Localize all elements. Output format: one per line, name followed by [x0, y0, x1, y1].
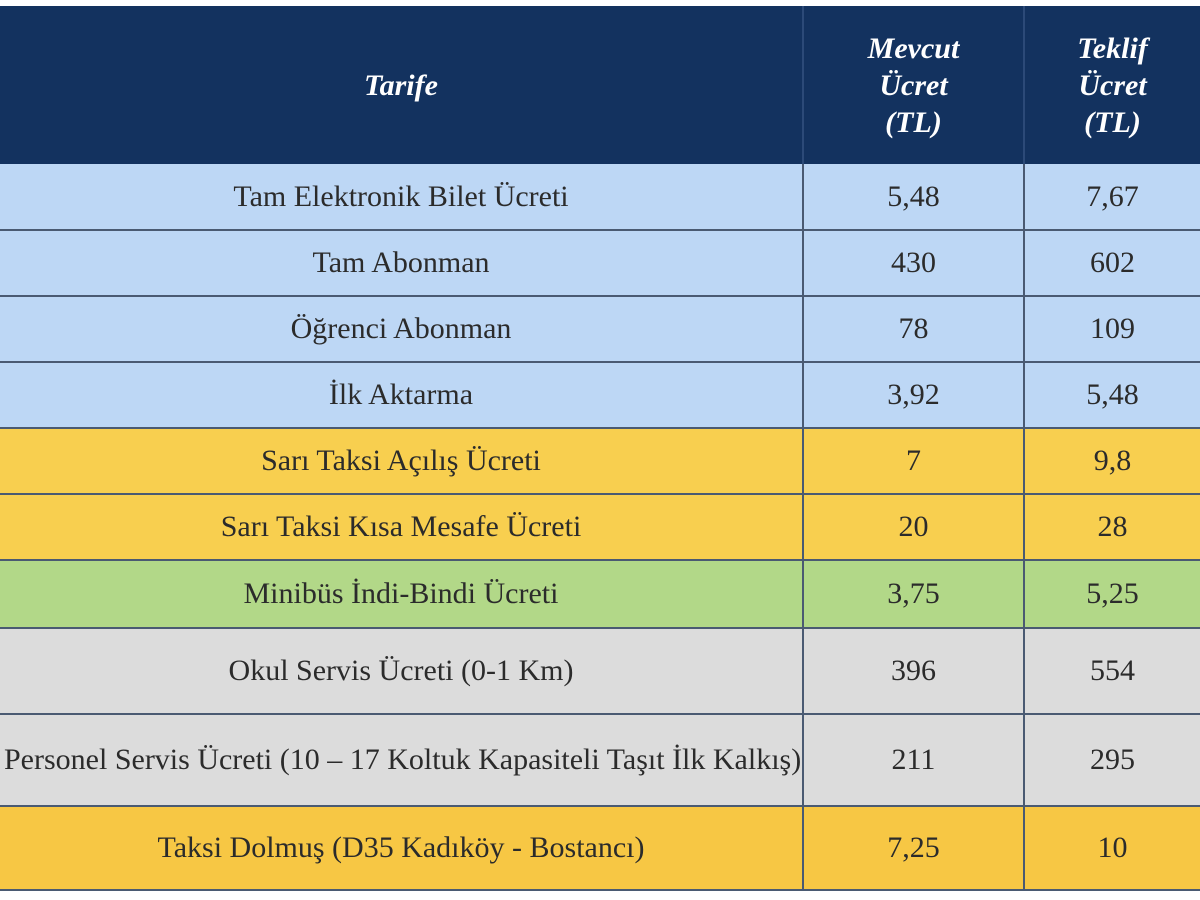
tariff-table: Tarife Mevcut Ücret (TL) Teklif Ücret (T… — [0, 6, 1200, 891]
current-fee-cell: 396 — [803, 628, 1025, 715]
proposed-fee-cell: 28 — [1024, 494, 1200, 561]
proposed-fee-cell: 295 — [1024, 714, 1200, 807]
header-proposed-fee-line3: (TL) — [1084, 105, 1141, 139]
header-tariff-label: Tarife — [364, 68, 438, 102]
proposed-fee-cell: 5,25 — [1024, 560, 1200, 629]
table-row: Okul Servis Ücreti (0-1 Km) 396 554 — [0, 628, 1200, 715]
header-proposed-fee: Teklif Ücret (TL) — [1024, 6, 1200, 164]
header-tariff: Tarife — [0, 6, 804, 164]
tariff-name-cell: Taksi Dolmuş (D35 Kadıköy - Bostancı) — [0, 806, 804, 891]
table-row: Taksi Dolmuş (D35 Kadıköy - Bostancı) 7,… — [0, 806, 1200, 891]
current-fee-cell: 211 — [803, 714, 1025, 807]
table-row: Tam Abonman 430 602 — [0, 230, 1200, 297]
table-row: Minibüs İndi-Bindi Ücreti 3,75 5,25 — [0, 560, 1200, 629]
tariff-name-cell: Tam Abonman — [0, 230, 804, 297]
tariff-name-cell: Okul Servis Ücreti (0-1 Km) — [0, 628, 804, 715]
current-fee-cell: 430 — [803, 230, 1025, 297]
current-fee-cell: 7 — [803, 428, 1025, 495]
proposed-fee-cell: 7,67 — [1024, 164, 1200, 231]
current-fee-cell: 5,48 — [803, 164, 1025, 231]
tariff-name-cell: Personel Servis Ücreti (10 – 17 Koltuk K… — [0, 714, 804, 807]
proposed-fee-cell: 554 — [1024, 628, 1200, 715]
proposed-fee-cell: 10 — [1024, 806, 1200, 891]
header-current-fee-line3: (TL) — [885, 105, 942, 139]
header-current-fee-line1: Mevcut — [867, 31, 960, 65]
tariff-name-cell: Sarı Taksi Açılış Ücreti — [0, 428, 804, 495]
header-current-fee: Mevcut Ücret (TL) — [803, 6, 1025, 164]
tariff-name-cell: İlk Aktarma — [0, 362, 804, 429]
current-fee-cell: 7,25 — [803, 806, 1025, 891]
tariff-name-cell: Minibüs İndi-Bindi Ücreti — [0, 560, 804, 629]
table-row: İlk Aktarma 3,92 5,48 — [0, 362, 1200, 429]
table-row: Öğrenci Abonman 78 109 — [0, 296, 1200, 363]
current-fee-cell: 78 — [803, 296, 1025, 363]
proposed-fee-cell: 109 — [1024, 296, 1200, 363]
table-row: Personel Servis Ücreti (10 – 17 Koltuk K… — [0, 714, 1200, 807]
header-current-fee-line2: Ücret — [879, 68, 948, 102]
current-fee-cell: 3,75 — [803, 560, 1025, 629]
tariff-name-cell: Sarı Taksi Kısa Mesafe Ücreti — [0, 494, 804, 561]
header-proposed-fee-line2: Ücret — [1078, 68, 1147, 102]
tariff-name-cell: Tam Elektronik Bilet Ücreti — [0, 164, 804, 231]
table-header-row: Tarife Mevcut Ücret (TL) Teklif Ücret (T… — [0, 6, 1200, 164]
header-proposed-fee-line1: Teklif — [1077, 31, 1148, 65]
table-row: Sarı Taksi Açılış Ücreti 7 9,8 — [0, 428, 1200, 495]
table-row: Tam Elektronik Bilet Ücreti 5,48 7,67 — [0, 164, 1200, 231]
proposed-fee-cell: 5,48 — [1024, 362, 1200, 429]
table-row: Sarı Taksi Kısa Mesafe Ücreti 20 28 — [0, 494, 1200, 561]
proposed-fee-cell: 9,8 — [1024, 428, 1200, 495]
current-fee-cell: 20 — [803, 494, 1025, 561]
current-fee-cell: 3,92 — [803, 362, 1025, 429]
proposed-fee-cell: 602 — [1024, 230, 1200, 297]
tariff-name-cell: Öğrenci Abonman — [0, 296, 804, 363]
